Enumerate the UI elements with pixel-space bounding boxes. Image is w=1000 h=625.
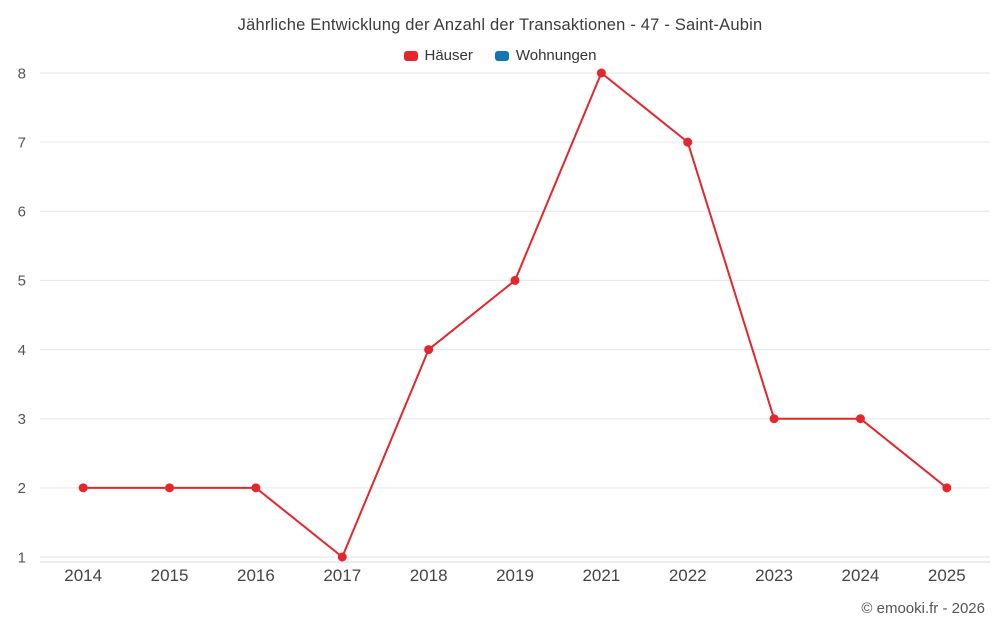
x-axis-tick-label: 2019: [496, 566, 534, 585]
legend-label-haeuser: Häuser: [424, 47, 473, 64]
data-point[interactable]: [165, 483, 175, 493]
data-point[interactable]: [78, 483, 88, 493]
x-axis-tick-label: 2024: [842, 566, 880, 585]
y-axis-tick-label: 7: [18, 134, 26, 151]
y-axis-tick-label: 5: [18, 273, 26, 290]
data-point[interactable]: [510, 275, 520, 285]
x-axis-tick-label: 2016: [237, 566, 275, 585]
x-axis-tick-label: 2025: [928, 566, 966, 585]
series-line-häuser: [82, 72, 948, 558]
copyright-credit: © emooki.fr - 2026: [861, 600, 985, 617]
x-axis-tick-label: 2018: [410, 566, 448, 585]
legend-swatch-haeuser-icon: [403, 50, 418, 61]
x-axis-tick-label: 2014: [64, 566, 102, 585]
data-point[interactable]: [251, 483, 261, 493]
y-axis-tick-label: 8: [18, 65, 26, 82]
data-point[interactable]: [596, 68, 606, 78]
chart-title: Jährliche Entwicklung der Anzahl der Tra…: [237, 16, 763, 34]
data-point[interactable]: [855, 414, 865, 424]
x-axis-tick-label: 2015: [151, 566, 189, 585]
legend-label-wohnungen: Wohnungen: [515, 47, 597, 64]
legend-item-wohnungen[interactable]: Wohnungen: [494, 47, 597, 64]
data-point[interactable]: [942, 483, 952, 493]
data-point[interactable]: [424, 345, 434, 355]
y-axis-tick-label: 6: [18, 204, 26, 221]
x-axis-tick-label: 2021: [582, 566, 620, 585]
y-axis-tick-label: 4: [18, 342, 26, 359]
data-point[interactable]: [337, 552, 347, 562]
data-point[interactable]: [683, 137, 693, 147]
y-axis-tick-label: 1: [18, 549, 26, 566]
legend-swatch-wohnungen-icon: [494, 50, 509, 61]
legend-item-haeuser[interactable]: Häuser: [403, 47, 473, 64]
x-axis-tick-label: 2023: [755, 566, 793, 585]
y-axis-tick-label: 2: [18, 480, 26, 497]
x-axis-tick-label: 2022: [669, 566, 707, 585]
legend: Häuser Wohnungen: [0, 47, 1000, 64]
x-axis-tick-label: 2017: [323, 566, 361, 585]
y-axis-tick-label: 3: [18, 411, 26, 428]
data-point[interactable]: [769, 414, 779, 424]
